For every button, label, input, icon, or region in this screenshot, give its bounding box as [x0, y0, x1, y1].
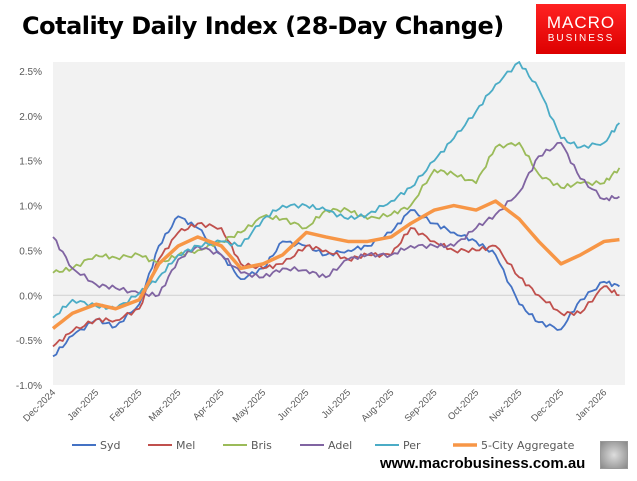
legend-label: Bris — [251, 439, 272, 452]
legend-label: Mel — [176, 439, 195, 452]
x-tick-label: Sep-2025 — [403, 387, 440, 424]
logo-line1: MACRO — [546, 13, 616, 32]
x-tick-label: Aug-2025 — [359, 387, 396, 424]
x-tick-label: Nov-2025 — [487, 387, 524, 424]
x-tick-label: May-2025 — [231, 387, 269, 425]
x-tick-label: Apr-2025 — [191, 387, 226, 422]
x-tick-label: Jun-2025 — [276, 387, 312, 423]
series-line-bris — [52, 141, 621, 274]
x-tick-label: Dec-2025 — [529, 387, 566, 424]
x-tick-label: Jan-2026 — [573, 387, 609, 423]
y-tick-label: 2.0% — [19, 112, 42, 123]
y-tick-label: 0.0% — [19, 291, 42, 302]
plot-area — [53, 62, 625, 385]
macrobusiness-logo: MACRO BUSINESS — [536, 4, 626, 54]
x-tick-label: Dec-2024 — [21, 387, 58, 424]
logo-line2: BUSINESS — [547, 33, 615, 44]
legend-label: 5-City Aggregate — [481, 439, 575, 452]
x-tick-label: Jul-2025 — [320, 387, 354, 421]
series-line-adel — [52, 141, 620, 298]
series-line-syd — [52, 209, 620, 358]
chart-title: Cotality Daily Index (28-Day Change) — [22, 12, 504, 40]
y-tick-label: 0.5% — [19, 246, 42, 257]
y-tick-label: -0.5% — [16, 336, 42, 347]
legend-label: Adel — [328, 439, 352, 452]
series-line-5-city-aggregate — [51, 199, 620, 330]
website-url: www.macrobusiness.com.au — [380, 455, 586, 472]
wolf-icon — [600, 441, 628, 469]
y-tick-label: 2.5% — [19, 67, 42, 78]
x-tick-label: Oct-2025 — [446, 387, 481, 422]
x-tick-label: Feb-2025 — [108, 387, 145, 424]
y-tick-label: 1.5% — [19, 157, 42, 168]
legend-label: Per — [403, 439, 421, 452]
y-tick-label: 1.0% — [19, 202, 42, 213]
legend-label: Syd — [100, 439, 120, 452]
y-tick-label: -1.0% — [16, 381, 42, 392]
x-tick-label: Mar-2025 — [147, 387, 184, 424]
x-tick-label: Jan-2025 — [65, 387, 101, 423]
